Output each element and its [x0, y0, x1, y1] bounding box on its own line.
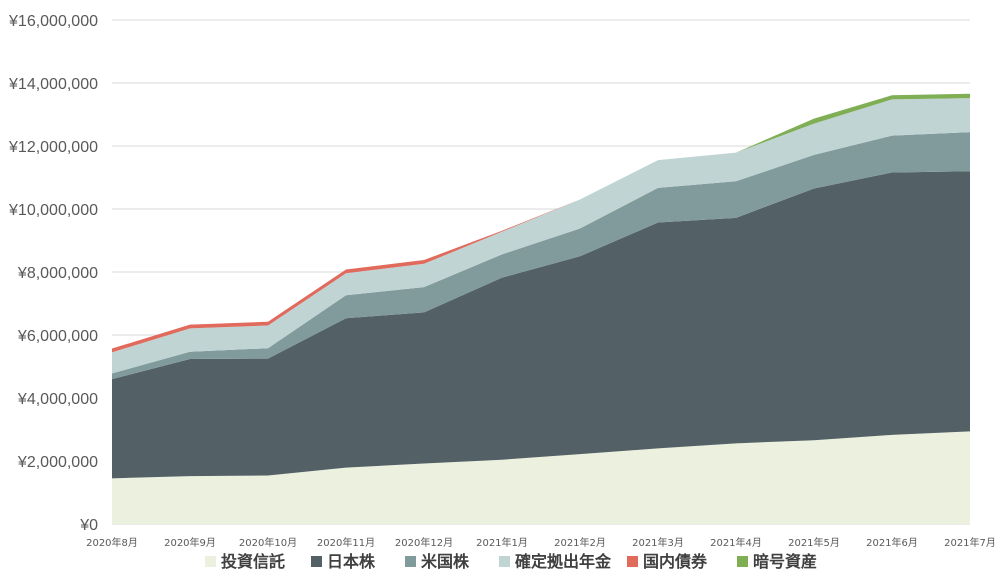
x-axis: 2020年8月 2020年9月 2020年10月 2020年11月 2020年12月 20…	[86, 536, 996, 549]
series-area-3	[112, 132, 970, 380]
legend-item-5: 国内債券	[627, 552, 708, 571]
legend-label: 暗号資産	[753, 552, 817, 571]
y-tick-label: ¥10,000,000	[8, 202, 98, 219]
x-tick-label: 2021年7月	[944, 536, 996, 549]
legend-label: 確定拠出年金	[515, 552, 612, 571]
y-tick-label: ¥12,000,000	[8, 139, 98, 156]
legend-swatch	[205, 556, 216, 567]
x-tick-label: 2021年2月	[554, 536, 606, 549]
x-tick-label: 2020年8月	[86, 536, 138, 549]
legend-swatch	[405, 556, 416, 567]
x-tick-label: 2020年12月	[395, 536, 453, 549]
y-tick-label: ¥8,000,000	[17, 265, 98, 282]
legend-swatch	[627, 556, 638, 567]
x-tick-label: 2020年9月	[164, 536, 216, 549]
legend-item-2: 日本株	[311, 552, 376, 571]
series-area-5	[112, 98, 970, 353]
x-tick-label: 2021年5月	[788, 536, 840, 549]
legend-item-4: 確定拠出年金	[499, 552, 612, 571]
y-tick-label: ¥0	[79, 517, 98, 534]
x-tick-label: 2021年3月	[632, 536, 684, 549]
legend-item-3: 米国株	[405, 552, 470, 571]
series-area-2	[112, 171, 970, 479]
legend-item-6: 暗号資産	[737, 552, 817, 571]
legend-swatch	[311, 556, 322, 567]
y-tick-label: ¥2,000,000	[17, 454, 98, 471]
y-tick-label: ¥6,000,000	[17, 328, 98, 345]
x-tick-label: 2020年10月	[239, 536, 297, 549]
x-tick-label: 2020年11月	[317, 536, 375, 549]
legend-label: 日本株	[327, 552, 376, 571]
x-tick-label: 2021年4月	[710, 536, 762, 549]
legend-swatch	[737, 556, 748, 567]
y-tick-label: ¥14,000,000	[8, 76, 98, 93]
x-tick-label: 2021年1月	[476, 536, 528, 549]
y-tick-label: ¥16,000,000	[8, 13, 98, 30]
y-axis: ¥0 ¥2,000,000 ¥4,000,000 ¥6,000,000 ¥8,000,0…	[8, 13, 98, 534]
y-tick-label: ¥4,000,000	[17, 391, 98, 408]
x-tick-label: 2021年6月	[866, 536, 918, 549]
series-areas	[112, 93, 970, 524]
legend: 投資信託 日本株 米国株 確定拠出年金 国内債券 暗号資産	[205, 552, 817, 571]
legend-label: 投資信託	[221, 552, 285, 571]
series-area-4	[112, 98, 970, 374]
legend-label: 国内債券	[643, 552, 708, 571]
legend-item-1: 投資信託	[205, 552, 285, 571]
legend-label: 米国株	[421, 552, 470, 571]
series-area-1	[112, 431, 970, 524]
legend-swatch	[499, 556, 510, 567]
